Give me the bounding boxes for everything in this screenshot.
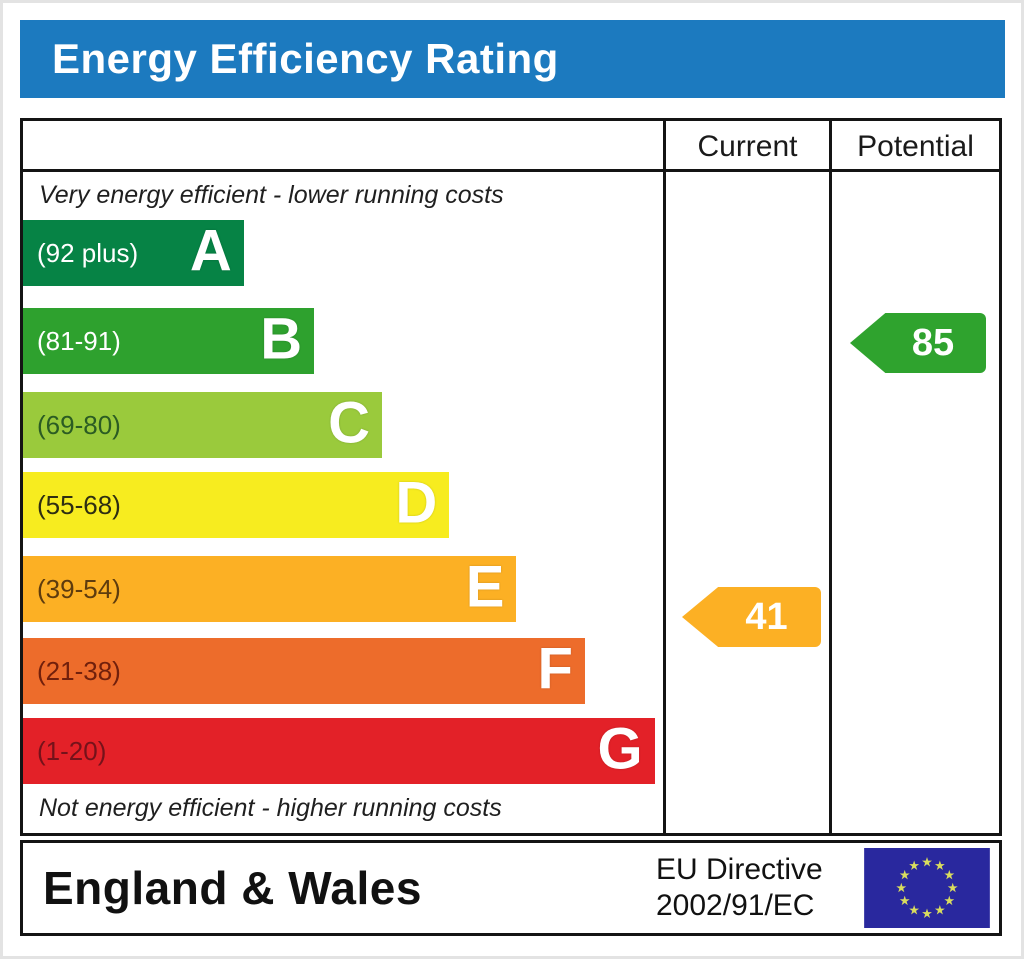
band-letter: C <box>328 390 371 456</box>
band-letter: F <box>537 636 573 702</box>
band-letter: E <box>465 554 505 620</box>
eu-directive-line2: 2002/91/EC <box>656 889 815 922</box>
current-column-divider <box>663 121 666 833</box>
top-note: Very energy efficient - lower running co… <box>39 181 504 209</box>
eu-directive-label: EU Directive 2002/91/EC <box>656 852 823 924</box>
bottom-note: Not energy efficient - higher running co… <box>39 794 502 822</box>
band-range-label: (55-68) <box>37 489 121 520</box>
footer-bar: England & Wales EU Directive 2002/91/EC <box>20 840 1002 936</box>
band-range-label: (1-20) <box>37 735 107 766</box>
band-a: (92 plus) A <box>23 220 244 286</box>
title-bar: Energy Efficiency Rating <box>20 20 1005 98</box>
current-rating-arrow: 41 <box>682 587 821 647</box>
band-b: (81-91) B <box>23 306 315 374</box>
band-f: (21-38) F <box>23 638 585 704</box>
eu-directive-line1: EU Directive <box>656 853 823 886</box>
rating-table: Current Potential Very energy efficient … <box>20 118 1002 836</box>
band-range-label: (21-38) <box>37 655 121 686</box>
table-header-row <box>23 121 999 172</box>
page-title: Energy Efficiency Rating <box>52 35 559 82</box>
band-g: (1-20) G <box>23 718 655 784</box>
band-letter: A <box>189 218 232 284</box>
band-letter: G <box>597 716 643 782</box>
band-d: (55-68) D <box>23 470 450 538</box>
potential-rating-value: 85 <box>911 321 955 364</box>
band-c: (69-80) C <box>23 390 383 458</box>
band-range-label: (39-54) <box>37 573 121 604</box>
eu-flag-icon <box>864 848 990 928</box>
potential-rating-arrow: 85 <box>850 313 986 373</box>
band-e: (39-54) E <box>23 554 517 622</box>
band-range-label: (69-80) <box>37 409 121 440</box>
band-range-label: (92 plus) <box>37 237 139 268</box>
band-letter: B <box>260 306 303 372</box>
band-range-label: (81-91) <box>37 325 121 356</box>
potential-column-header: Potential <box>857 130 974 163</box>
current-column-header: Current <box>697 130 798 163</box>
region-label: England & Wales <box>43 862 422 914</box>
rating-bands: (92 plus) A (81-91) B (69-80) C (55-68) … <box>23 121 663 833</box>
current-rating-value: 41 <box>745 595 788 638</box>
potential-column-divider <box>829 121 832 833</box>
band-letter: D <box>395 470 438 536</box>
